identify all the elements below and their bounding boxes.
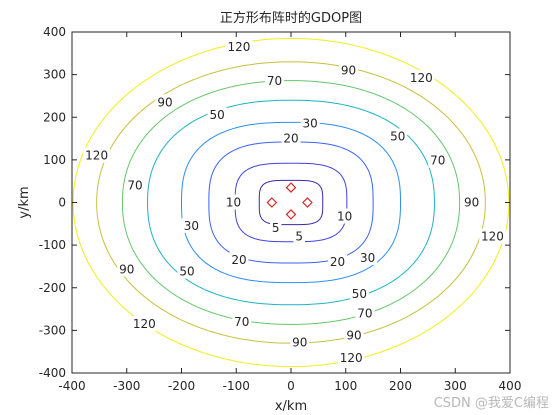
x-tick-label: 100 [334, 379, 357, 393]
contour-label: 90 [464, 196, 479, 210]
contour-label: 5 [295, 230, 303, 244]
contour-label-bg [462, 194, 482, 210]
contour-label: 120 [133, 317, 156, 331]
contour-label-bg [281, 130, 301, 146]
contour-label: 70 [127, 178, 142, 192]
contour-label-bg [290, 334, 310, 350]
contour-label: 120 [481, 230, 504, 244]
contour-line-90 [96, 61, 486, 344]
chart-title: 正方形布阵时的GDOP图 [220, 10, 362, 26]
contour-label: 50 [209, 108, 224, 122]
contour-label-bg [337, 350, 365, 366]
contour-label-bg [232, 313, 252, 329]
contour-label: 50 [179, 265, 194, 279]
contour-label-bg [335, 208, 355, 224]
y-tick-label: -300 [39, 323, 66, 337]
contour-label-bg [338, 62, 358, 78]
contour-label: 70 [267, 74, 282, 88]
y-tick-label: 0 [58, 196, 66, 210]
y-tick-label: 300 [43, 68, 66, 82]
station-marker [302, 197, 313, 208]
contour-line-30 [180, 121, 402, 284]
contour-label-bg [300, 115, 320, 131]
contour-label-bg [125, 177, 145, 193]
contour-label-bg [224, 194, 244, 210]
contour-label: 50 [390, 129, 405, 143]
x-tick-label: -300 [113, 379, 140, 393]
contour-label-bg [155, 94, 175, 110]
y-tick-label: -400 [39, 366, 66, 380]
contour-label: 120 [228, 40, 251, 54]
plot-area: 5 5 10 10 20 20 20 30 30 30 50 50 50 50 70 70 70 70 70 90 90… [71, 31, 511, 374]
contour-label: 120 [340, 351, 363, 365]
contour-label: 70 [430, 154, 445, 168]
contour-label-bg [229, 252, 249, 268]
contour-label: 20 [231, 253, 246, 267]
contour-label: 30 [303, 117, 318, 131]
contour-label-bg [328, 254, 348, 270]
contour-label: 20 [283, 132, 298, 146]
x-tick-label: 300 [444, 379, 467, 393]
station-marker [285, 209, 297, 220]
contour-label-bg [177, 263, 197, 279]
contour-label: 5 [272, 221, 280, 235]
contour-label: 10 [337, 210, 352, 224]
station-markers [266, 182, 313, 220]
contour-line-50 [147, 99, 435, 306]
contour-label-bg [349, 286, 369, 302]
contour-label-bg [83, 147, 110, 163]
contour-label: 120 [410, 71, 433, 85]
contour-label-bg [269, 220, 282, 236]
y-tick-label: -100 [39, 238, 66, 252]
x-tick-label: 0 [287, 379, 295, 393]
y-tick-label: 400 [43, 25, 66, 39]
contour-label-bg [388, 128, 408, 144]
contour-label: 90 [119, 262, 134, 276]
contour-label: 120 [85, 149, 108, 163]
contour-label-bg [225, 38, 253, 54]
contour-label: 90 [292, 335, 307, 349]
contour-label: 70 [357, 306, 372, 320]
contour-label: 30 [360, 251, 375, 265]
contour-line-70 [121, 80, 461, 325]
contour-label: 50 [352, 287, 367, 301]
contour-label-bg [117, 261, 137, 277]
contour-label: 30 [184, 219, 199, 233]
y-tick-label: 200 [43, 110, 66, 124]
x-tick-label: -400 [58, 379, 85, 393]
y-tick-label: 100 [43, 153, 66, 167]
contour-label: 70 [234, 315, 249, 329]
contour-label-bg [131, 315, 158, 331]
contour-label: 90 [341, 63, 356, 77]
contour-label-bg [265, 73, 285, 89]
contour-label: 10 [226, 196, 241, 210]
x-axis-ticks: -400 -300 -200 -100 0 100 200 300 400 [58, 32, 521, 393]
contour-label: 90 [346, 328, 361, 342]
contour-label-bg [293, 228, 305, 244]
contour-labels: 5 5 10 10 20 20 20 30 30 30 50 50 50 50 70 70 70 70 70 90 90… [83, 38, 506, 366]
contour-label-bg [428, 152, 448, 168]
x-tick-label: -100 [223, 379, 250, 393]
contour-label-bg [344, 327, 364, 343]
station-marker [285, 182, 297, 193]
x-tick-label: -200 [168, 379, 195, 393]
contour-label-bg [358, 249, 378, 265]
watermark: CSDN @我爱C编程 [433, 396, 549, 411]
contour-label: 90 [157, 95, 172, 109]
station-marker [266, 197, 278, 208]
x-axis-label: x/km [275, 399, 307, 414]
y-tick-label: -200 [39, 281, 66, 295]
contour-label-bg [181, 217, 201, 233]
x-tick-label: 400 [499, 379, 522, 393]
y-axis-label: y/km [17, 186, 32, 218]
contour-label-bg [355, 305, 375, 321]
contour-line-5 [258, 179, 324, 226]
contour-label-bg [408, 70, 435, 86]
y-axis-ticks: -400 -300 -200 -100 0 100 200 300 400 [39, 25, 510, 380]
contour-label-bg [207, 107, 227, 123]
contour-label: 20 [330, 255, 345, 269]
x-tick-label: 200 [389, 379, 412, 393]
contour-label-bg [479, 228, 506, 244]
